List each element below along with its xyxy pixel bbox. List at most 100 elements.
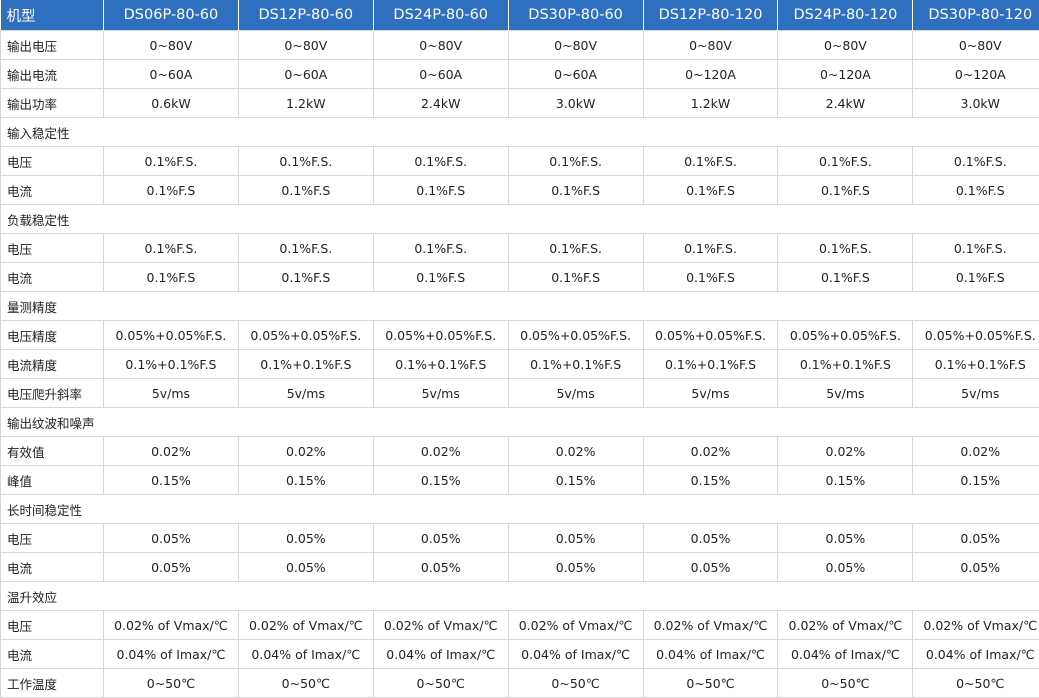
- table-cell: 0.02% of Vmax/℃: [913, 611, 1039, 640]
- table-cell: 0.15%: [238, 466, 373, 495]
- row-label: 电流: [1, 263, 104, 292]
- table-cell: 0.1%F.S: [104, 176, 239, 205]
- row-label: 电流: [1, 640, 104, 669]
- table-cell: 0.02% of Vmax/℃: [104, 611, 239, 640]
- table-cell: 0~50℃: [913, 669, 1039, 698]
- header-row: 机型 DS06P-80-60 DS12P-80-60 DS24P-80-60 D…: [1, 0, 1039, 31]
- table-cell: 5v/ms: [913, 379, 1039, 408]
- table-cell: 0.02% of Vmax/℃: [373, 611, 508, 640]
- table-cell: 0.1%F.S.: [373, 147, 508, 176]
- table-cell: 2.4kW: [778, 89, 913, 118]
- row-label: 电压: [1, 147, 104, 176]
- table-cell: 0.05%: [104, 553, 239, 582]
- table-cell: 0.05%: [104, 524, 239, 553]
- table-cell: 0~80V: [778, 31, 913, 60]
- table-cell: 0.1%F.S: [508, 263, 643, 292]
- table-cell: 0.1%+0.1%F.S: [104, 350, 239, 379]
- section-row: 输出纹波和噪声: [1, 408, 1039, 437]
- table-row: 电流 0.04% of Imax/℃ 0.04% of Imax/℃ 0.04% of…: [1, 640, 1039, 669]
- section-row: 温升效应: [1, 582, 1039, 611]
- table-cell: 0.05%+0.05%F.S.: [778, 321, 913, 350]
- table-cell: 0.1%F.S.: [643, 234, 778, 263]
- row-label: 峰值: [1, 466, 104, 495]
- table-cell: 5v/ms: [508, 379, 643, 408]
- section-title: 负载稳定性: [1, 205, 1039, 234]
- table-cell: 1.2kW: [238, 89, 373, 118]
- table-cell: 0~120A: [913, 60, 1039, 89]
- table-cell: 0.1%F.S.: [373, 234, 508, 263]
- table-cell: 0.05%: [508, 524, 643, 553]
- table-cell: 0.1%F.S.: [508, 234, 643, 263]
- table-cell: 0~120A: [643, 60, 778, 89]
- table-cell: 0.1%+0.1%F.S: [643, 350, 778, 379]
- header-model-name: DS24P-80-60: [373, 0, 508, 31]
- table-cell: 0.05%: [913, 553, 1039, 582]
- table-cell: 0.05%: [373, 524, 508, 553]
- table-cell: 0.04% of Imax/℃: [238, 640, 373, 669]
- row-label: 有效值: [1, 437, 104, 466]
- table-cell: 0.04% of Imax/℃: [643, 640, 778, 669]
- table-cell: 0.1%F.S.: [104, 147, 239, 176]
- row-label: 电压精度: [1, 321, 104, 350]
- table-cell: 0~80V: [238, 31, 373, 60]
- row-label: 输出电流: [1, 60, 104, 89]
- table-cell: 0.15%: [373, 466, 508, 495]
- table-cell: 0~50℃: [238, 669, 373, 698]
- table-cell: 0.1%+0.1%F.S: [913, 350, 1039, 379]
- table-cell: 0.05%: [913, 524, 1039, 553]
- table-cell: 5v/ms: [643, 379, 778, 408]
- table-cell: 0.02%: [373, 437, 508, 466]
- table-cell: 0.04% of Imax/℃: [913, 640, 1039, 669]
- table-cell: 0.02% of Vmax/℃: [643, 611, 778, 640]
- row-label: 电流: [1, 176, 104, 205]
- table-cell: 0.1%F.S: [104, 263, 239, 292]
- table-cell: 2.4kW: [373, 89, 508, 118]
- table-cell: 0.02%: [238, 437, 373, 466]
- table-cell: 1.2kW: [643, 89, 778, 118]
- table-cell: 0.02% of Vmax/℃: [508, 611, 643, 640]
- table-cell: 5v/ms: [104, 379, 239, 408]
- table-cell: 0.1%F.S: [778, 176, 913, 205]
- row-label: 输出功率: [1, 89, 104, 118]
- table-cell: 0.05%+0.05%F.S.: [373, 321, 508, 350]
- row-label: 电压: [1, 524, 104, 553]
- table-cell: 0.1%F.S: [778, 263, 913, 292]
- table-cell: 0.1%F.S.: [238, 234, 373, 263]
- section-title: 输入稳定性: [1, 118, 1039, 147]
- section-title: 长时间稳定性: [1, 495, 1039, 524]
- table-cell: 0.05%+0.05%F.S.: [913, 321, 1039, 350]
- row-label: 电压: [1, 611, 104, 640]
- section-title: 量测精度: [1, 292, 1039, 321]
- table-cell: 0.05%+0.05%F.S.: [238, 321, 373, 350]
- table-cell: 0.05%: [778, 553, 913, 582]
- table-cell: 5v/ms: [373, 379, 508, 408]
- table-cell: 0.05%+0.05%F.S.: [508, 321, 643, 350]
- row-label: 电流: [1, 553, 104, 582]
- table-cell: 0.1%F.S.: [104, 234, 239, 263]
- table-cell: 0.6kW: [104, 89, 239, 118]
- table-cell: 0.15%: [643, 466, 778, 495]
- table-cell: 0.1%F.S: [643, 176, 778, 205]
- section-row: 负载稳定性: [1, 205, 1039, 234]
- section-row: 长时间稳定性: [1, 495, 1039, 524]
- table-cell: 0.05%+0.05%F.S.: [643, 321, 778, 350]
- section-title: 温升效应: [1, 582, 1039, 611]
- table-cell: 0.1%F.S.: [913, 234, 1039, 263]
- table-cell: 0~50℃: [373, 669, 508, 698]
- table-cell: 0.02%: [508, 437, 643, 466]
- table-cell: 0.05%+0.05%F.S.: [104, 321, 239, 350]
- table-cell: 0.05%: [238, 524, 373, 553]
- table-cell: 0.05%: [778, 524, 913, 553]
- table-cell: 0.1%+0.1%F.S: [778, 350, 913, 379]
